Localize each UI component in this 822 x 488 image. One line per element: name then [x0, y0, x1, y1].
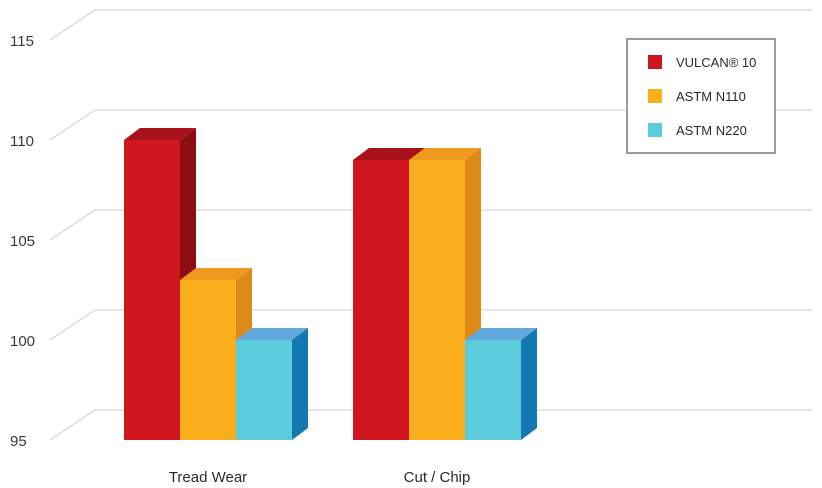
grid-line — [49, 109, 812, 141]
bar-side — [521, 328, 537, 440]
bar-top — [353, 148, 425, 160]
bar-top — [236, 328, 308, 340]
y-tick-label: 115 — [10, 33, 34, 50]
y-tick-label: 110 — [10, 133, 34, 150]
grid-line — [49, 209, 812, 241]
y-tick-label: 100 — [10, 333, 35, 350]
legend-label: ASTM N220 — [676, 123, 747, 138]
bar — [236, 328, 308, 440]
bar-front — [236, 340, 292, 440]
grid-line — [49, 309, 812, 341]
x-axis-categories: Tread Wear Cut / Chip — [169, 469, 471, 486]
bar-top — [180, 268, 252, 280]
bar-front — [409, 160, 465, 440]
legend-item: ASTM N110 — [648, 89, 746, 104]
bar-top — [409, 148, 481, 160]
y-tick-label: 95 — [10, 433, 27, 450]
bar-top — [124, 128, 196, 140]
y-tick-label: 105 — [10, 233, 35, 250]
bar-top — [465, 328, 537, 340]
grid-lines — [49, 9, 812, 441]
x-category-label: Cut / Chip — [404, 469, 471, 486]
bar-front — [124, 140, 180, 440]
bar-front — [353, 160, 409, 440]
y-axis-ticks: 95 100 105 110 115 — [10, 33, 35, 450]
bar-front — [180, 280, 236, 440]
grid-line — [49, 9, 812, 41]
legend-item: ASTM N220 — [648, 123, 747, 138]
x-category-label: Tread Wear — [169, 469, 247, 486]
legend-item: VULCAN® 10 — [648, 55, 756, 70]
legend-label: VULCAN® 10 — [676, 55, 756, 70]
grid-line — [49, 409, 812, 441]
legend-swatch — [648, 123, 662, 137]
legend: VULCAN® 10 ASTM N110 ASTM N220 — [626, 38, 776, 154]
legend-swatch — [648, 55, 662, 69]
bars — [124, 128, 537, 440]
bar-side — [292, 328, 308, 440]
bar — [465, 328, 537, 440]
legend-label: ASTM N110 — [676, 89, 746, 104]
legend-swatch — [648, 89, 662, 103]
bar-front — [465, 340, 521, 440]
